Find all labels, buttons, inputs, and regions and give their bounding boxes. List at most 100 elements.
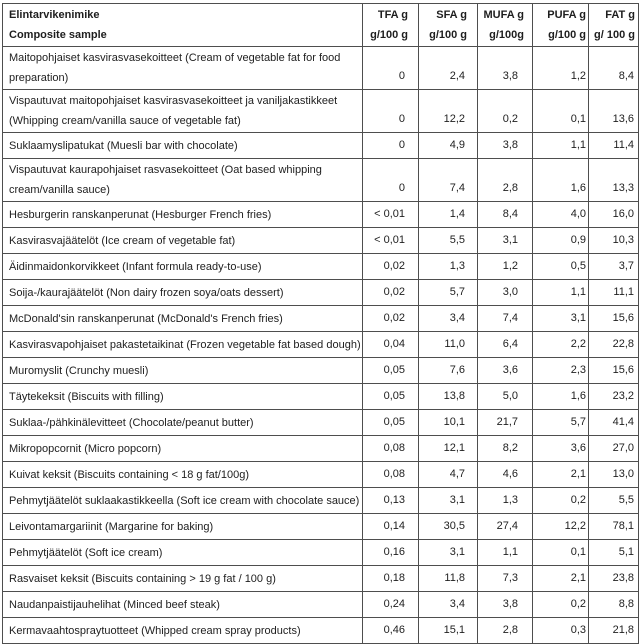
fat-value-cell: 21,8 <box>588 617 639 644</box>
header-food-name-line1: Elintarvikenimike <box>9 9 100 21</box>
sfa-value-cell: 12,2 <box>418 89 478 133</box>
header-fat-line1: FAT g <box>605 9 635 21</box>
table-row: Kasvirasvajäätelöt (Ice cream of vegetab… <box>2 227 639 254</box>
fat-value-cell: 41,4 <box>588 409 639 436</box>
pufa-value-cell: 2,1 <box>532 461 589 488</box>
pufa-value-cell: 0,5 <box>532 253 589 280</box>
sfa-value-cell: 10,1 <box>418 409 478 436</box>
fat-value-cell: 23,2 <box>588 383 639 410</box>
food-name-cell: Leivontamargariinit (Margarine for bakin… <box>2 513 363 540</box>
sfa-value-cell: 11,0 <box>418 331 478 358</box>
food-name-cell: Täytekeksit (Biscuits with filling) <box>2 383 363 410</box>
sfa-value-cell: 1,3 <box>418 253 478 280</box>
sfa-value-cell: 3,1 <box>418 487 478 514</box>
table-row: Kasvirasvapohjaiset pakastetaikinat (Fro… <box>2 331 639 358</box>
sfa-value-cell: 3,4 <box>418 305 478 332</box>
food-name-cell: Kasvirasvajäätelöt (Ice cream of vegetab… <box>2 227 363 254</box>
tfa-value-cell: 0,02 <box>362 253 419 280</box>
column-header-tfa: TFA g g/100 g <box>362 3 419 47</box>
fat-value-cell: 16,0 <box>588 201 639 228</box>
food-name-cell: Kuivat keksit (Biscuits containing < 18 … <box>2 461 363 488</box>
table-row: Hesburgerin ranskanperunat (Hesburger Fr… <box>2 201 639 228</box>
pufa-value-cell: 12,2 <box>532 513 589 540</box>
fat-value-cell: 11,4 <box>588 132 639 159</box>
header-fat-line2: g/ 100 g <box>594 29 635 41</box>
pufa-value-cell: 1,2 <box>532 46 589 90</box>
sfa-value-cell: 11,8 <box>418 565 478 592</box>
column-header-mufa: MUFA g g/100g <box>477 3 533 47</box>
mufa-value-cell: 6,4 <box>477 331 533 358</box>
mufa-value-cell: 3,8 <box>477 46 533 90</box>
fat-value-cell: 78,1 <box>588 513 639 540</box>
pufa-value-cell: 1,6 <box>532 158 589 202</box>
tfa-value-cell: < 0,01 <box>362 201 419 228</box>
sfa-value-cell: 5,7 <box>418 279 478 306</box>
pufa-value-cell: 0,3 <box>532 617 589 644</box>
tfa-value-cell: 0,08 <box>362 461 419 488</box>
mufa-value-cell: 8,2 <box>477 435 533 462</box>
mufa-value-cell: 2,8 <box>477 158 533 202</box>
pufa-value-cell: 2,1 <box>532 565 589 592</box>
fat-value-cell: 22,8 <box>588 331 639 358</box>
food-name-cell: Suklaa-/pähkinälevitteet (Chocolate/pean… <box>2 409 363 436</box>
header-pufa-line2: g/100 g <box>548 29 586 41</box>
pufa-value-cell: 5,7 <box>532 409 589 436</box>
header-mufa-line2: g/100g <box>489 29 524 41</box>
sfa-value-cell: 4,7 <box>418 461 478 488</box>
fat-value-cell: 15,6 <box>588 357 639 384</box>
header-food-name-line2: Composite sample <box>9 29 107 41</box>
table-row: Täytekeksit (Biscuits with filling) 0,05 1… <box>2 383 639 410</box>
header-tfa-line1: TFA g <box>377 9 408 21</box>
sfa-value-cell: 5,5 <box>418 227 478 254</box>
fat-content-table: Elintarvikenimike Composite sample TFA g… <box>2 3 639 644</box>
mufa-value-cell: 3,1 <box>477 227 533 254</box>
sfa-value-cell: 3,1 <box>418 539 478 566</box>
table-row: Pehmytjäätelöt suklaakastikkeella (Soft … <box>2 487 639 514</box>
food-name-cell: Vispautuvat kaurapohjaiset rasvasekoitte… <box>2 158 363 202</box>
pufa-value-cell: 2,3 <box>532 357 589 384</box>
tfa-value-cell: 0,16 <box>362 539 419 566</box>
sfa-value-cell: 13,8 <box>418 383 478 410</box>
tfa-value-cell: 0 <box>362 158 419 202</box>
food-name-cell: Soija-/kaurajäätelöt (Non dairy frozen s… <box>2 279 363 306</box>
tfa-value-cell: 0,05 <box>362 357 419 384</box>
sfa-value-cell: 2,4 <box>418 46 478 90</box>
fat-value-cell: 8,8 <box>588 591 639 618</box>
fat-value-cell: 11,1 <box>588 279 639 306</box>
table-row: Maitopohjaiset kasvirasvasekoitteet (Cre… <box>2 46 639 90</box>
mufa-value-cell: 7,3 <box>477 565 533 592</box>
header-sfa-line2: g/100 g <box>429 29 467 41</box>
fat-value-cell: 10,3 <box>588 227 639 254</box>
fat-value-cell: 5,5 <box>588 487 639 514</box>
food-name-cell: Hesburgerin ranskanperunat (Hesburger Fr… <box>2 201 363 228</box>
mufa-value-cell: 3,6 <box>477 357 533 384</box>
table-row: Rasvaiset keksit (Biscuits containing > … <box>2 565 639 592</box>
mufa-value-cell: 3,8 <box>477 132 533 159</box>
table-row: Äidinmaidonkorvikkeet (Infant formula re… <box>2 253 639 280</box>
fat-value-cell: 8,4 <box>588 46 639 90</box>
table-row: Muromyslit (Crunchy muesli) 0,05 7,6 3,6 2,3… <box>2 357 639 384</box>
pufa-value-cell: 3,1 <box>532 305 589 332</box>
mufa-value-cell: 1,1 <box>477 539 533 566</box>
food-name-cell: Maitopohjaiset kasvirasvasekoitteet (Cre… <box>2 46 363 90</box>
food-name-cell: Äidinmaidonkorvikkeet (Infant formula re… <box>2 253 363 280</box>
column-header-pufa: PUFA g g/100 g <box>532 3 589 47</box>
mufa-value-cell: 27,4 <box>477 513 533 540</box>
column-header-sfa: SFA g g/100 g <box>418 3 478 47</box>
mufa-value-cell: 3,0 <box>477 279 533 306</box>
header-sfa-line1: SFA g <box>436 9 467 21</box>
fat-value-cell: 27,0 <box>588 435 639 462</box>
food-name-cell: Kermavaahtospraytuotteet (Whipped cream … <box>2 617 363 644</box>
tfa-value-cell: 0,02 <box>362 279 419 306</box>
tfa-value-cell: 0 <box>362 132 419 159</box>
mufa-value-cell: 7,4 <box>477 305 533 332</box>
sfa-value-cell: 3,4 <box>418 591 478 618</box>
tfa-value-cell: < 0,01 <box>362 227 419 254</box>
pufa-value-cell: 3,6 <box>532 435 589 462</box>
fat-value-cell: 13,3 <box>588 158 639 202</box>
column-header-food-name: Elintarvikenimike Composite sample <box>2 3 363 47</box>
pufa-value-cell: 0,9 <box>532 227 589 254</box>
pufa-value-cell: 1,1 <box>532 279 589 306</box>
mufa-value-cell: 8,4 <box>477 201 533 228</box>
pufa-value-cell: 4,0 <box>532 201 589 228</box>
